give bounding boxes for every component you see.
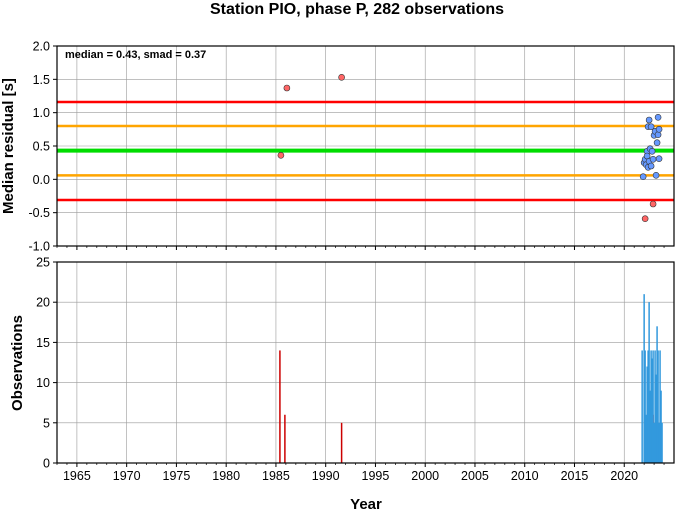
data-bar [655,374,657,463]
y-tick-label: 2.0 [33,40,50,54]
data-point [647,162,655,170]
data-point [277,152,285,159]
y-axis-label-observations: Observations [9,315,26,411]
x-tick-label: 2015 [561,469,589,483]
data-bar [647,350,649,463]
data-bar [641,350,643,463]
data-point [639,173,647,180]
data-bar [644,350,646,463]
data-point [654,114,662,121]
y-tick-label: 0 [43,457,50,471]
x-tick-label: 1975 [163,469,191,483]
data-point [655,155,663,162]
data-bar [284,414,286,463]
data-point [338,74,345,81]
data-bar [646,366,648,463]
data-bar [650,350,652,463]
data-bar [657,350,659,463]
x-tick-label: 2005 [461,469,489,483]
x-tick-label: 1995 [362,469,390,483]
data-bar [279,350,281,463]
data-bar [652,350,654,463]
stats-annotation: median = 0.43, smad = 0.37 [65,49,206,61]
x-tick-label: 2020 [610,469,638,483]
x-tick-label: 1985 [262,469,290,483]
data-bar [340,422,343,463]
data-bar [653,422,655,463]
plot-frame [56,45,675,247]
data-bar [649,390,651,463]
y-tick-label: 0.5 [33,140,50,154]
plot-area [57,262,674,463]
x-axis-label: Year [350,496,382,511]
data-bar [643,294,645,463]
data-point [645,116,653,124]
data-point [283,84,291,92]
data-bar [648,302,650,463]
chart-title: Station PIO, phase P, 282 observations [210,1,504,18]
data-point [654,131,662,138]
plot-frame [56,261,675,464]
y-tick-label: 1.0 [33,106,50,120]
y-tick-label: 5 [43,416,50,430]
data-bar [659,350,661,463]
data-bar [661,422,663,463]
x-tick-label: 1970 [113,469,141,483]
data-point [641,215,649,222]
observations-panel: 1965 1970 1975 1980 1985 1990 1995 2000 2005 2010… [36,256,675,483]
y-tick-label: 1.5 [33,73,50,87]
y-axis-label-residual: Median residual [s] [0,78,17,214]
x-tick-label: 1980 [212,469,240,483]
data-point [655,126,663,133]
data-point [649,200,657,208]
y-tick-label: -0.5 [28,206,50,220]
data-bar [654,350,656,463]
data-point [653,139,661,146]
y-tick-label: 0.0 [33,173,50,187]
y-tick-label: 20 [36,296,50,310]
y-tick-label: 10 [36,376,50,390]
residual-panel: -1.0 -0.5 0.0 0.5 1.0 1.5 2.0 median = 0.43, sm… [28,40,675,254]
data-bar [656,326,658,463]
data-point [648,148,656,155]
data-point [652,172,660,179]
data-bar [658,422,660,463]
data-bar [645,414,647,463]
x-tick-label: 2000 [411,469,439,483]
x-tick-label: 2010 [511,469,539,483]
y-tick-label: 15 [36,336,50,350]
data-bar [660,390,662,463]
data-bar [651,358,653,463]
y-tick-label: -1.0 [28,240,50,254]
x-tick-label: 1990 [312,469,340,483]
data-point [649,156,657,163]
y-tick-label: 25 [36,256,50,270]
data-point [647,123,655,130]
x-tick-label: 1965 [63,469,91,483]
